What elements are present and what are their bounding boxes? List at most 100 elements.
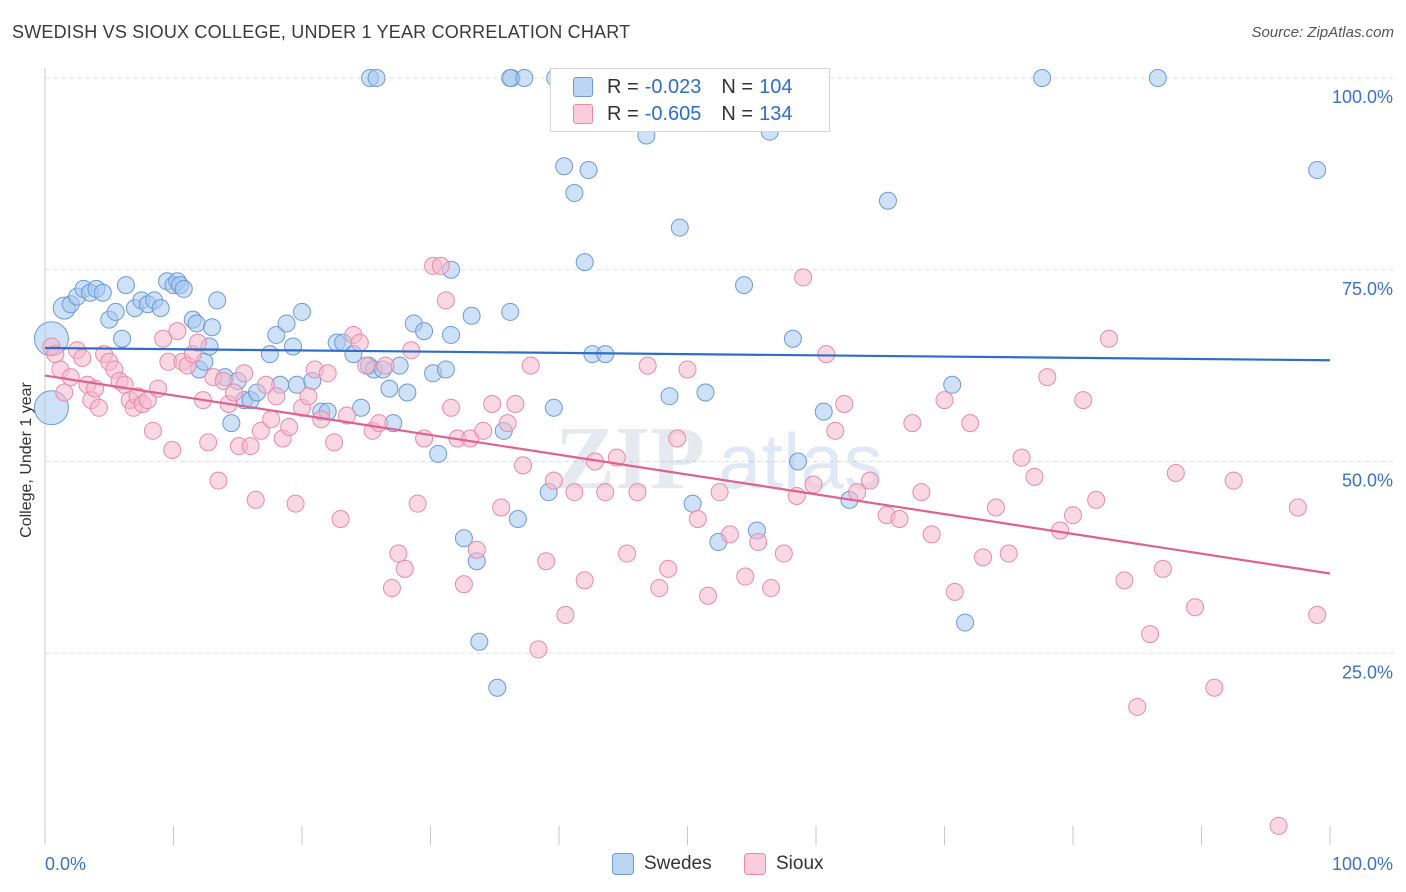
- swedes-point: [174, 279, 193, 298]
- sioux-point: [1064, 506, 1082, 525]
- sioux-point: [168, 322, 187, 341]
- sioux-point: [188, 333, 207, 352]
- bottom-legend-label-sioux: Sioux: [776, 853, 824, 874]
- sioux-point: [163, 440, 182, 459]
- swedes-point: [683, 494, 702, 513]
- sioux-point: [382, 579, 401, 598]
- sioux-point: [688, 510, 707, 529]
- swedes-point: [1148, 69, 1167, 87]
- sioux-point: [835, 394, 854, 413]
- sioux-point: [521, 356, 540, 375]
- sioux-point: [1186, 598, 1205, 617]
- swedes-point: [878, 191, 897, 210]
- bottom-legend-swatch-swedes: [612, 853, 634, 875]
- swedes-point: [208, 291, 227, 310]
- sioux-point: [678, 360, 697, 379]
- sioux-point: [436, 291, 455, 310]
- swedes-point: [352, 398, 371, 417]
- swedes-trend-line: [44, 346, 1331, 362]
- swedes-point: [222, 414, 241, 433]
- legend-n-label: N =: [721, 102, 754, 125]
- sioux-point: [903, 414, 922, 433]
- sioux-point: [1288, 498, 1307, 517]
- sioux-point: [262, 410, 281, 429]
- sioux-point: [1099, 329, 1118, 348]
- swedes-point: [515, 69, 534, 87]
- swedes-point: [575, 253, 594, 272]
- sioux-point: [804, 475, 823, 494]
- sioux-point: [286, 494, 305, 513]
- sioux-point: [331, 510, 350, 529]
- sioux-point: [974, 548, 993, 567]
- sioux-point: [241, 437, 260, 456]
- trend-lines: [44, 346, 1331, 575]
- swedes-point: [367, 69, 386, 87]
- sioux-point: [402, 341, 421, 360]
- sioux-point: [575, 571, 594, 590]
- swedes-point: [116, 276, 135, 295]
- swedes-point: [488, 678, 507, 697]
- sioux-point: [257, 375, 276, 394]
- swedes-point: [151, 299, 170, 318]
- sioux-point: [55, 383, 74, 402]
- sioux-point: [890, 510, 909, 529]
- sioux-point: [650, 579, 669, 598]
- legend-r-label: R =: [607, 102, 639, 125]
- swedes-point: [267, 325, 286, 344]
- sioux-point: [318, 364, 337, 383]
- legend-row-sioux: R = -0.605 N = 134: [573, 102, 792, 126]
- sioux-point: [596, 483, 615, 502]
- swedes-point: [943, 375, 962, 394]
- sioux-point: [483, 394, 502, 413]
- sioux-point: [860, 471, 879, 490]
- swedes-point: [508, 510, 527, 529]
- sioux-point: [986, 498, 1005, 517]
- swedes-point: [429, 444, 448, 463]
- sioux-point: [1166, 464, 1185, 483]
- chart-source: Source: ZipAtlas.com: [1251, 24, 1394, 41]
- swedes-point: [579, 161, 598, 180]
- swedes-point: [454, 529, 473, 548]
- sioux-point: [337, 406, 356, 425]
- legend-row-swedes: R = -0.023 N = 104: [573, 75, 792, 99]
- sioux-point: [945, 582, 964, 601]
- sioux-point: [61, 368, 80, 387]
- sioux-point: [246, 490, 265, 509]
- sioux-point: [154, 329, 173, 348]
- swedes-point: [565, 184, 584, 203]
- sioux-point: [565, 483, 584, 502]
- sioux-point: [668, 429, 687, 448]
- axes: [44, 68, 1331, 845]
- swedes-point: [106, 302, 125, 321]
- swedes-point: [789, 452, 808, 471]
- swedes-point: [555, 157, 574, 176]
- sioux-point: [267, 387, 286, 406]
- sioux-point: [935, 391, 954, 410]
- sioux-point: [325, 433, 344, 452]
- sioux-point: [1224, 471, 1243, 490]
- sioux-point: [89, 398, 108, 417]
- correlation-legend: R = -0.023 N = 104 R = -0.605 N = 134: [550, 68, 830, 132]
- tick-labels: 100.0% 75.0% 50.0% 25.0% 0.0% 100.0%: [45, 87, 1393, 874]
- sioux-point: [454, 575, 473, 594]
- bottom-legend-swedes: Swedes: [612, 852, 712, 876]
- swedes-point: [436, 360, 455, 379]
- sioux-point: [442, 398, 461, 417]
- sioux-point: [1115, 571, 1134, 590]
- sioux-point: [556, 605, 575, 624]
- sioux-point: [710, 483, 729, 502]
- sioux-point: [251, 421, 270, 440]
- swedes-point: [696, 383, 715, 402]
- swedes-point: [814, 402, 833, 421]
- sioux-point: [299, 387, 318, 406]
- swedes-point: [93, 283, 112, 302]
- sioux-point: [1087, 490, 1106, 509]
- sioux-point: [1205, 678, 1224, 697]
- swedes-point: [783, 329, 802, 348]
- swedes-point: [1308, 161, 1327, 180]
- sioux-point: [922, 525, 941, 544]
- swedes-point: [187, 314, 206, 333]
- y-tick-label: 100.0%: [1332, 87, 1393, 107]
- swedes-point: [442, 325, 461, 344]
- sioux-point: [395, 559, 414, 578]
